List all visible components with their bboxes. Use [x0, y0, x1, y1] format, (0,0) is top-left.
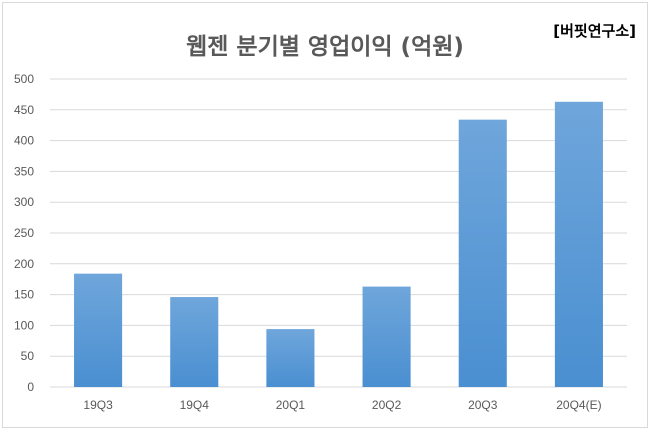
y-tick-label: 400: [14, 134, 34, 148]
chart-title: 웹젠 분기별 영업이익 (억원): [186, 34, 464, 60]
bar-19Q4: [170, 297, 219, 387]
y-tick-label: 300: [14, 195, 34, 209]
y-tick-label: 100: [14, 318, 34, 332]
y-tick-label: 200: [14, 257, 34, 271]
x-tick-label: 20Q2: [372, 398, 402, 412]
x-tick-label: 20Q4(E): [556, 398, 601, 412]
bar-20Q3: [458, 119, 507, 387]
bar-20Q1: [266, 329, 315, 387]
source-label: [버핏연구소]: [553, 22, 636, 40]
y-tick-label: 150: [14, 288, 34, 302]
y-tick-label: 0: [27, 380, 34, 394]
bar-20Q2: [362, 286, 411, 387]
y-tick-label: 50: [21, 349, 35, 363]
y-tick-label: 450: [14, 103, 34, 117]
bar-19Q3: [74, 273, 123, 387]
bar-20Q4(E): [554, 101, 603, 388]
y-tick-label: 250: [14, 226, 34, 240]
y-tick-label: 350: [14, 164, 34, 178]
x-tick-label: 20Q1: [276, 398, 306, 412]
y-tick-label: 500: [14, 72, 34, 86]
x-tick-label: 19Q4: [180, 398, 210, 412]
x-tick-label: 19Q3: [83, 398, 113, 412]
x-tick-label: 20Q3: [468, 398, 498, 412]
